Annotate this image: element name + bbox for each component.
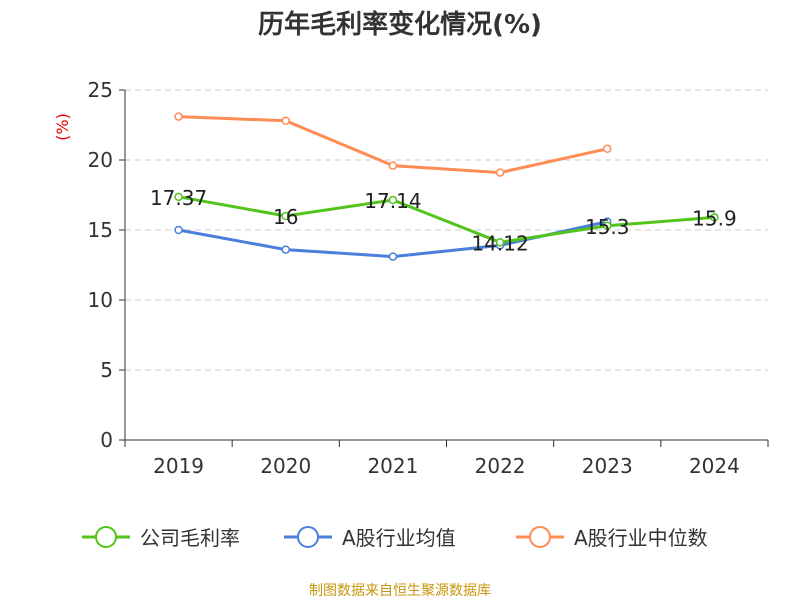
data-point[interactable] [710,213,719,222]
data-point[interactable] [174,192,183,202]
x-tick-label: 2021 [367,454,418,478]
y-tick-label: 15 [88,218,113,242]
x-tick-label: 2020 [260,454,311,478]
chart-title: 历年毛利率变化情况(%) [258,9,542,40]
y-tick-label: 20 [88,148,113,172]
y-tick-label: 5 [100,358,113,382]
data-point[interactable] [281,211,290,221]
legend-label[interactable]: 公司毛利率 [140,526,240,550]
data-label: 15.9 [692,206,737,230]
data-point[interactable] [388,161,398,170]
y-tick-label: 10 [88,288,113,312]
data-point[interactable] [603,221,612,231]
x-tick-label: 2022 [475,454,526,478]
data-label: 17.37 [150,186,207,210]
y-tick-label: 25 [88,78,113,102]
series-line-0 [178,195,715,244]
data-label: 14.12 [471,231,528,255]
y-axis-label: (%) [53,113,72,141]
data-point[interactable] [174,112,183,121]
data-label: 16 [273,205,298,229]
data-label: 15.3 [585,215,630,239]
legend-marker-icon[interactable] [95,526,117,548]
data-point[interactable] [388,252,398,261]
legend-marker-icon[interactable] [297,526,319,548]
data-point[interactable] [603,144,612,154]
data-point[interactable] [174,225,183,235]
x-tick-label: 2023 [582,454,633,478]
data-label: 17.14 [364,189,421,213]
data-point[interactable] [281,116,290,126]
x-tick-label: 2019 [153,454,204,478]
legend-marker-icon[interactable] [529,526,551,548]
data-point[interactable] [495,168,505,177]
source-note: 制图数据来自恒生聚源数据库 [309,583,491,599]
data-point[interactable] [495,238,505,247]
legend-label[interactable]: A股行业中位数 [574,526,708,550]
legend-label[interactable]: A股行业均值 [342,526,456,550]
series-line-1 [178,220,608,259]
data-point[interactable] [281,245,290,254]
y-tick-label: 0 [100,428,113,452]
x-tick-label: 2024 [689,454,740,478]
data-point[interactable] [388,195,398,205]
